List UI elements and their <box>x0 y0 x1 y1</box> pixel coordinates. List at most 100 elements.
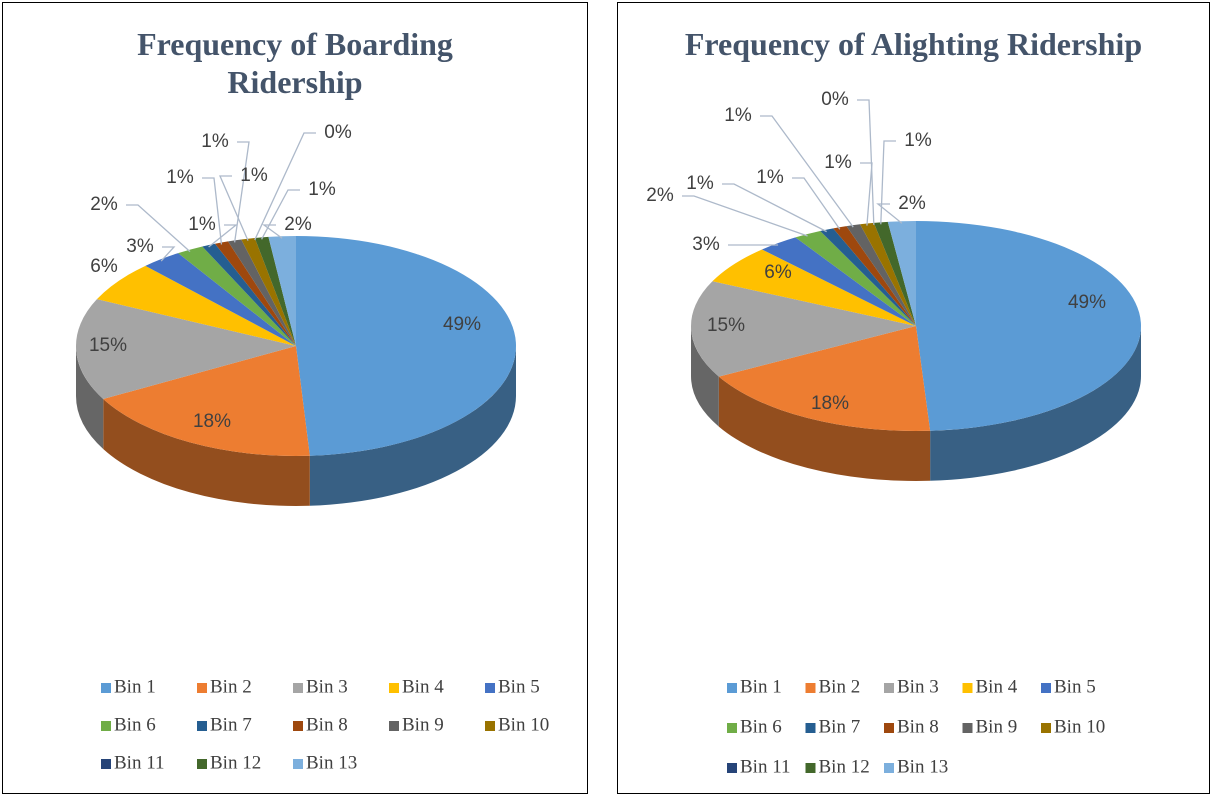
pie-slice <box>103 346 310 456</box>
pie-slice <box>873 221 916 326</box>
data-label: 6% <box>764 262 792 283</box>
pie-slice <box>145 253 296 346</box>
data-label: 6% <box>90 256 118 277</box>
legend-label: Bin 13 <box>306 752 357 773</box>
pie-slice-side <box>309 346 516 506</box>
leader-line <box>233 141 250 243</box>
data-label: 1% <box>724 105 752 126</box>
legend-marker <box>485 721 495 731</box>
legend-marker <box>884 683 894 693</box>
legend-marker <box>197 683 207 693</box>
legend-label: Bin 10 <box>498 714 549 735</box>
data-label: 2% <box>646 185 674 206</box>
legend-marker <box>884 723 894 733</box>
legend-label: Bin 11 <box>740 756 791 777</box>
pie-slice <box>76 299 296 399</box>
chart-title: Frequency of Boarding Ridership <box>137 26 453 100</box>
legend-marker <box>101 721 111 731</box>
leader-line <box>208 224 238 248</box>
pie-slice <box>712 249 916 326</box>
legend-marker <box>197 721 207 731</box>
pie-slice <box>691 281 916 377</box>
data-label: 18% <box>811 393 849 414</box>
leader-line <box>202 177 223 245</box>
legend-label: Bin 9 <box>976 716 1018 737</box>
data-label: 1% <box>686 173 714 194</box>
pie-slice <box>718 326 931 431</box>
data-label: 1% <box>188 214 216 235</box>
legend-marker <box>962 683 973 693</box>
pie-slice-side <box>691 326 719 427</box>
legend-label: Bin 9 <box>402 714 444 735</box>
legend-label: Bin 1 <box>114 676 156 697</box>
leader-line <box>760 115 854 228</box>
leader-line <box>860 162 873 226</box>
leader-line <box>126 204 191 253</box>
legend-marker <box>293 759 303 769</box>
pie-slice <box>96 265 296 346</box>
legend-label: Bin 12 <box>819 756 870 777</box>
data-label: 18% <box>193 411 231 432</box>
legend-marker <box>101 683 111 693</box>
data-label: 49% <box>1068 292 1106 313</box>
legend-marker <box>1041 683 1051 693</box>
legend-marker <box>962 723 973 733</box>
pie-slice <box>228 239 296 346</box>
chart-title: Frequency of Alighting Ridership <box>684 26 1143 62</box>
data-label: 1% <box>904 130 932 151</box>
pie-slice <box>860 222 916 326</box>
pie-slice <box>761 237 916 326</box>
legend-label: Bin 8 <box>306 714 348 735</box>
legend-label: Bin 4 <box>976 676 1018 697</box>
legend-marker <box>389 683 399 693</box>
data-label: 0% <box>324 122 352 143</box>
pie-slice <box>202 243 296 346</box>
legend-label: Bin 4 <box>402 676 444 697</box>
leader-line <box>857 99 875 225</box>
legend-marker <box>805 763 816 773</box>
legend-label: Bin 5 <box>498 676 540 697</box>
data-label: 2% <box>898 193 926 214</box>
pie-slice-side <box>930 326 1141 481</box>
leader-line <box>254 132 316 241</box>
legend-label: Bin 2 <box>210 676 252 697</box>
legend-marker <box>197 759 207 769</box>
legend-label: Bin 1 <box>740 676 782 697</box>
pie-slice <box>916 221 1142 431</box>
legend-label: Bin 3 <box>306 676 348 697</box>
chart-panel: Frequency of Boarding Ridership 49% 18% 15%… <box>2 2 588 794</box>
pie-slice-side <box>103 398 310 506</box>
pie-slice <box>215 241 296 346</box>
pie-slice <box>178 246 296 346</box>
pie-slice <box>846 224 916 326</box>
legend-marker <box>389 721 399 731</box>
leader-line <box>792 177 841 230</box>
data-label: 15% <box>707 315 745 336</box>
leader-line <box>682 195 808 237</box>
legend-label: Bin 3 <box>897 676 939 697</box>
legend-marker <box>101 759 111 769</box>
legend-marker <box>293 721 303 731</box>
pie-slice <box>241 237 296 346</box>
legend-marker <box>727 683 737 693</box>
pie-slice <box>833 226 916 326</box>
legend-label: Bin 8 <box>897 716 939 737</box>
data-label: 49% <box>443 314 481 335</box>
legend-label: Bin 13 <box>897 756 948 777</box>
data-label: 1% <box>166 167 194 188</box>
data-label: 1% <box>824 152 852 173</box>
leader-line <box>261 189 300 240</box>
data-label: 3% <box>692 234 720 255</box>
leader-line <box>219 175 249 241</box>
legend-label: Bin 11 <box>114 752 165 773</box>
leader-line <box>876 203 903 224</box>
pie-slice-side <box>76 346 104 449</box>
data-label: 1% <box>308 179 336 200</box>
data-label: 1% <box>756 167 784 188</box>
leader-line <box>262 224 283 239</box>
pie-slice <box>820 228 916 326</box>
leader-line <box>160 246 176 262</box>
legend-marker <box>805 683 816 693</box>
data-label: 1% <box>240 165 268 186</box>
